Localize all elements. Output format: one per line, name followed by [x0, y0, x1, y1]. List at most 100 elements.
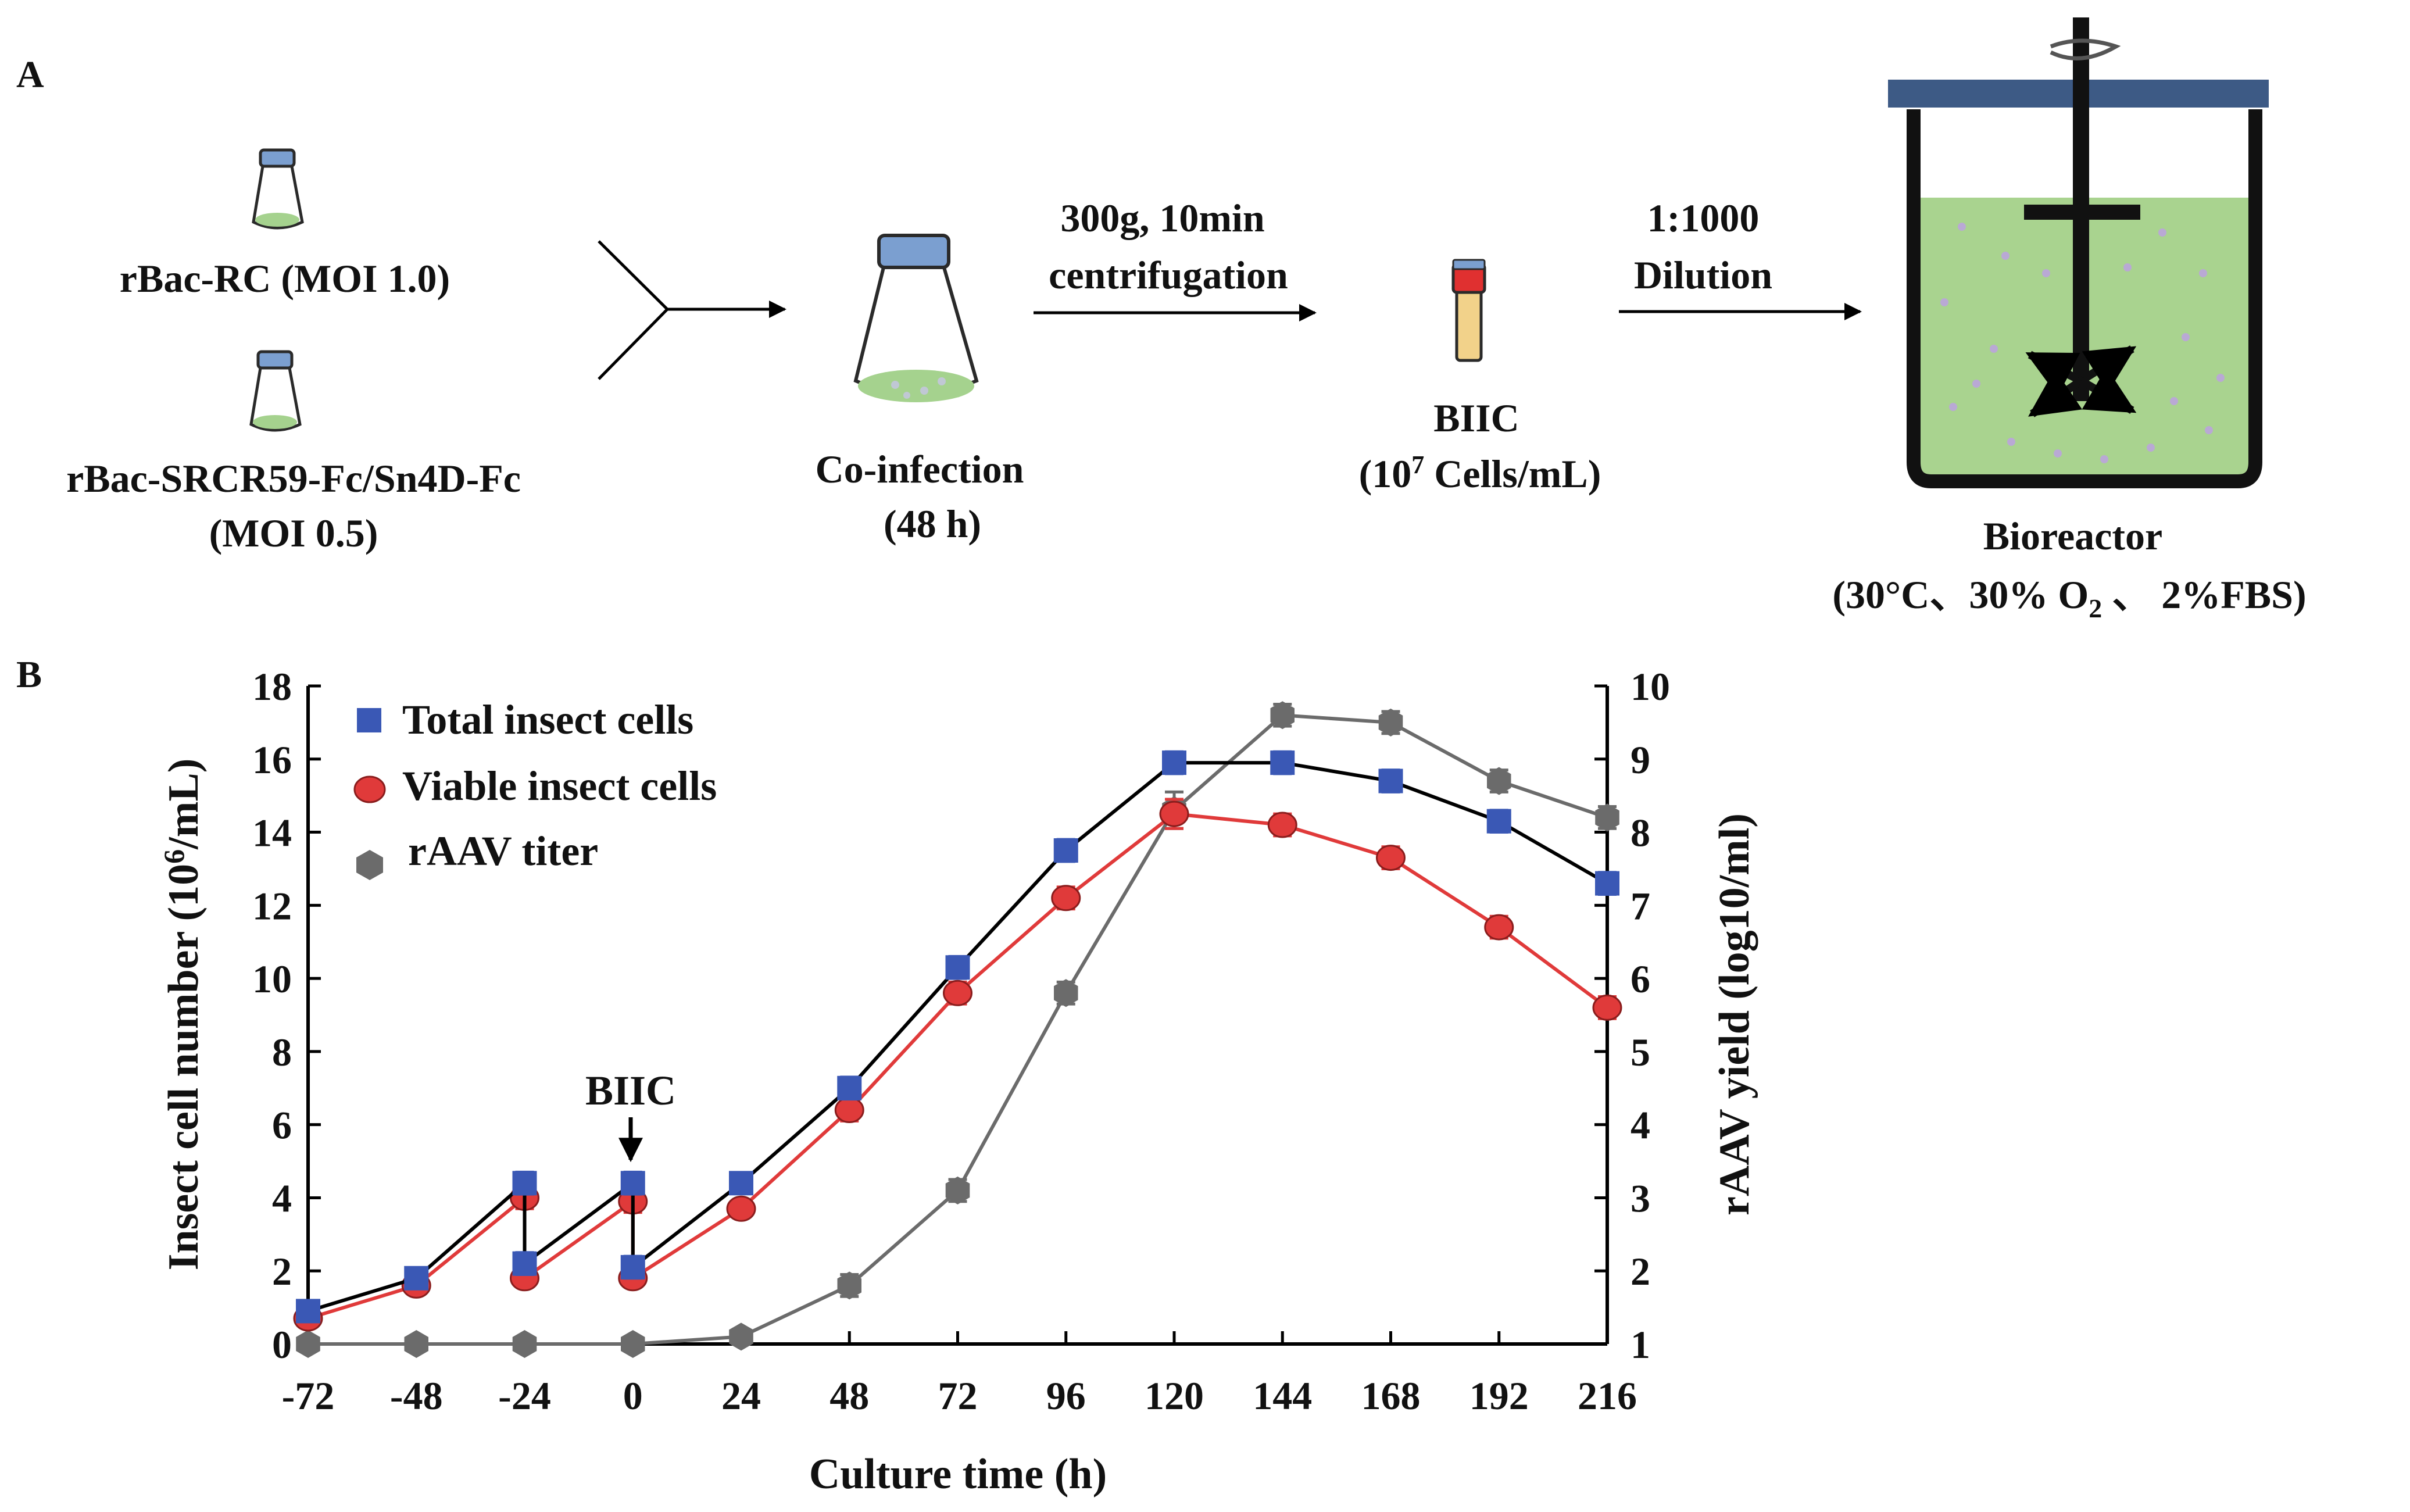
dilution-ratio-label: 1:1000: [1647, 196, 1760, 240]
left-tick-label: 6: [272, 1103, 292, 1148]
data-point: [1595, 803, 1619, 832]
data-point: [943, 980, 972, 1006]
left-tick-label: 18: [252, 664, 292, 709]
x-tick-label: 96: [1046, 1374, 1086, 1418]
left-tick-label: 2: [272, 1249, 292, 1293]
left-tick-label: 12: [252, 884, 292, 928]
data-point: [1267, 812, 1297, 838]
right-tick-label: 2: [1630, 1249, 1650, 1293]
legend-viable-label: Viable insect cells: [402, 763, 717, 809]
right-tick-label: 10: [1630, 664, 1670, 709]
data-point: [729, 1322, 753, 1351]
data-point: [620, 1171, 645, 1196]
biic-annotation-label: BIIC: [585, 1067, 676, 1114]
legend-titer-marker: [356, 850, 383, 880]
x-tick-label: 72: [938, 1374, 978, 1418]
data-point: [834, 1097, 864, 1124]
left-tick-label: 10: [252, 957, 292, 1001]
data-point: [945, 955, 970, 980]
right-tick-label: 5: [1630, 1030, 1650, 1074]
data-point: [512, 1171, 537, 1196]
data-point: [1592, 994, 1622, 1021]
centrifuge-label: centrifugation: [1049, 253, 1288, 297]
data-point: [1054, 979, 1078, 1007]
x-tick-label: -72: [282, 1374, 335, 1418]
coinfection-time-label: (48 h): [884, 502, 981, 546]
data-point: [837, 1075, 862, 1100]
right-axis-title: rAAV yield (log10/ml): [1711, 813, 1758, 1216]
data-point: [296, 1299, 320, 1324]
right-tick-label: 1: [1630, 1322, 1650, 1367]
data-point: [512, 1251, 537, 1276]
series-total-insect-cells: [296, 750, 1619, 1324]
data-point: [620, 1254, 645, 1279]
left-tick-label: 4: [272, 1176, 292, 1220]
x-tick-label: -48: [390, 1374, 443, 1418]
left-tick-label: 14: [252, 811, 292, 855]
right-axis-ticks: 1 2 3 4 5 6 7 8 9 10: [1594, 664, 1670, 1367]
data-point: [1162, 750, 1186, 775]
right-tick-label: 3: [1630, 1176, 1650, 1220]
flask-rbac-rc-icon: [252, 148, 304, 230]
x-tick-label: 0: [623, 1374, 643, 1418]
x-tick-label: 168: [1361, 1374, 1421, 1418]
left-tick-label: 0: [272, 1322, 292, 1367]
data-point: [1270, 701, 1295, 730]
right-tick-label: 4: [1630, 1103, 1650, 1148]
series-line: [307, 812, 1608, 1320]
dilution-label: Dilution: [1634, 253, 1772, 297]
bioreactor-icon: [1888, 17, 2269, 488]
biic-label: BIIC: [1433, 396, 1519, 440]
legend-viable-marker: [353, 775, 386, 803]
data-point: [729, 1171, 753, 1196]
series-line: [308, 713, 1608, 1346]
panel-a-label: A: [16, 53, 44, 96]
rbac-srcr59-moi-label: (MOI 0.5): [209, 511, 378, 555]
data-point: [1378, 708, 1403, 737]
left-axis-title: Insect cell number (106/mL): [158, 759, 208, 1271]
coinfection-label: Co-infection: [816, 447, 1024, 491]
data-point: [1484, 914, 1514, 941]
data-point: [1270, 750, 1295, 775]
bioreactor-conditions-label: (30°C、30% O2 、 2%FBS): [1832, 573, 2306, 623]
legend-titer-label: rAAV titer: [408, 828, 598, 874]
data-point: [296, 1330, 320, 1358]
biic-density-label: (107 Cells/mL): [1359, 451, 1601, 496]
left-tick-label: 16: [252, 738, 292, 782]
data-point: [837, 1271, 861, 1300]
right-tick-label: 6: [1630, 957, 1650, 1001]
x-tick-label: -24: [498, 1374, 551, 1418]
series-raav-titer: [296, 701, 1619, 1358]
data-point: [945, 1176, 970, 1204]
right-tick-label: 9: [1630, 738, 1650, 782]
x-tick-label: 48: [829, 1374, 869, 1418]
data-point: [621, 1330, 645, 1358]
legend-total-marker: [357, 708, 381, 732]
data-point: [512, 1330, 537, 1358]
right-tick-label: 8: [1630, 811, 1650, 855]
data-point: [1159, 800, 1189, 827]
data-point: [1487, 767, 1511, 795]
left-axis-ticks: 0 2 4 6 8 10 12 14 16 18: [252, 664, 321, 1367]
left-tick-label: 8: [272, 1030, 292, 1074]
legend-total-label: Total insect cells: [402, 696, 693, 743]
data-point: [726, 1195, 756, 1222]
data-point: [1376, 845, 1406, 871]
series-viable-insect-cells: [293, 798, 1622, 1332]
rbac-srcr59-label: rBac-SRCR59-Fc/Sn4D-Fc: [66, 456, 521, 501]
x-axis-ticks: -72 -48 -24 0 24 48 72 96 120 144 168 192 216: [282, 1331, 1637, 1418]
biic-tube-icon: [1451, 259, 1486, 362]
legend: Total insect cells Viable insect cells r…: [353, 696, 717, 880]
x-tick-label: 192: [1469, 1374, 1529, 1418]
merge-arrow: [598, 240, 786, 380]
centrifuge-speed-label: 300g, 10min: [1060, 196, 1264, 240]
data-point: [404, 1266, 429, 1291]
bioreactor-label: Bioreactor: [1983, 514, 2162, 558]
data-point: [1053, 838, 1078, 863]
data-point: [1486, 809, 1511, 834]
data-point: [404, 1330, 428, 1358]
panel-b-label: B: [16, 653, 42, 696]
x-tick-label: 120: [1145, 1374, 1204, 1418]
